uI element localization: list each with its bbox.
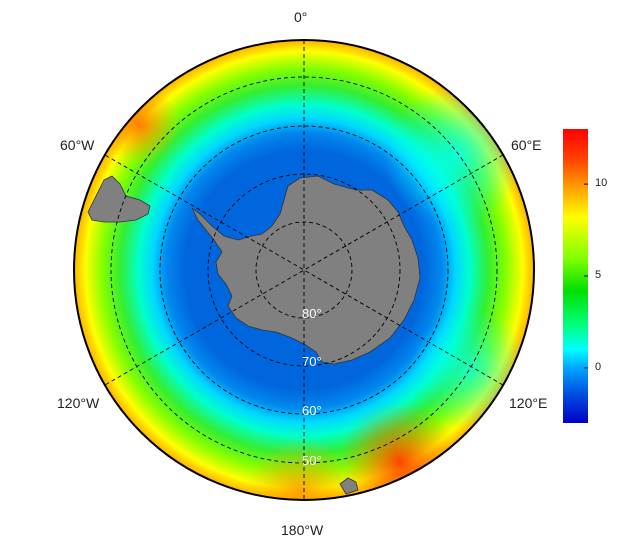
- lat-label-80: 80°: [302, 306, 322, 321]
- lon-label-60w: 60°W: [60, 137, 95, 153]
- south-america-tip: [87, 175, 151, 223]
- lon-label-0: 0°: [294, 9, 308, 25]
- graticule: [104, 40, 504, 500]
- colorbar-tick-label: 10: [595, 177, 608, 190]
- lon-label-120w: 120°W: [57, 395, 100, 411]
- lon-label-120e: 120°E: [509, 395, 548, 411]
- colorbar-tick-label: 0: [595, 360, 602, 373]
- lon-label-60e: 60°E: [511, 137, 542, 153]
- colorbar-tick-marks: [584, 183, 588, 369]
- lon-label-180w: 180°W: [281, 522, 324, 538]
- colorbar-tick-label: 5: [595, 269, 602, 281]
- antarctica-landmass: [191, 175, 421, 365]
- lat-label-50: 50°: [302, 453, 322, 468]
- map-border: [73, 39, 535, 501]
- new-zealand-island: [339, 477, 359, 495]
- land: [87, 175, 421, 495]
- lat-label-60: 60°: [302, 403, 322, 418]
- lat-label-70: 70°: [302, 354, 322, 369]
- colorbar-bar: [563, 129, 588, 423]
